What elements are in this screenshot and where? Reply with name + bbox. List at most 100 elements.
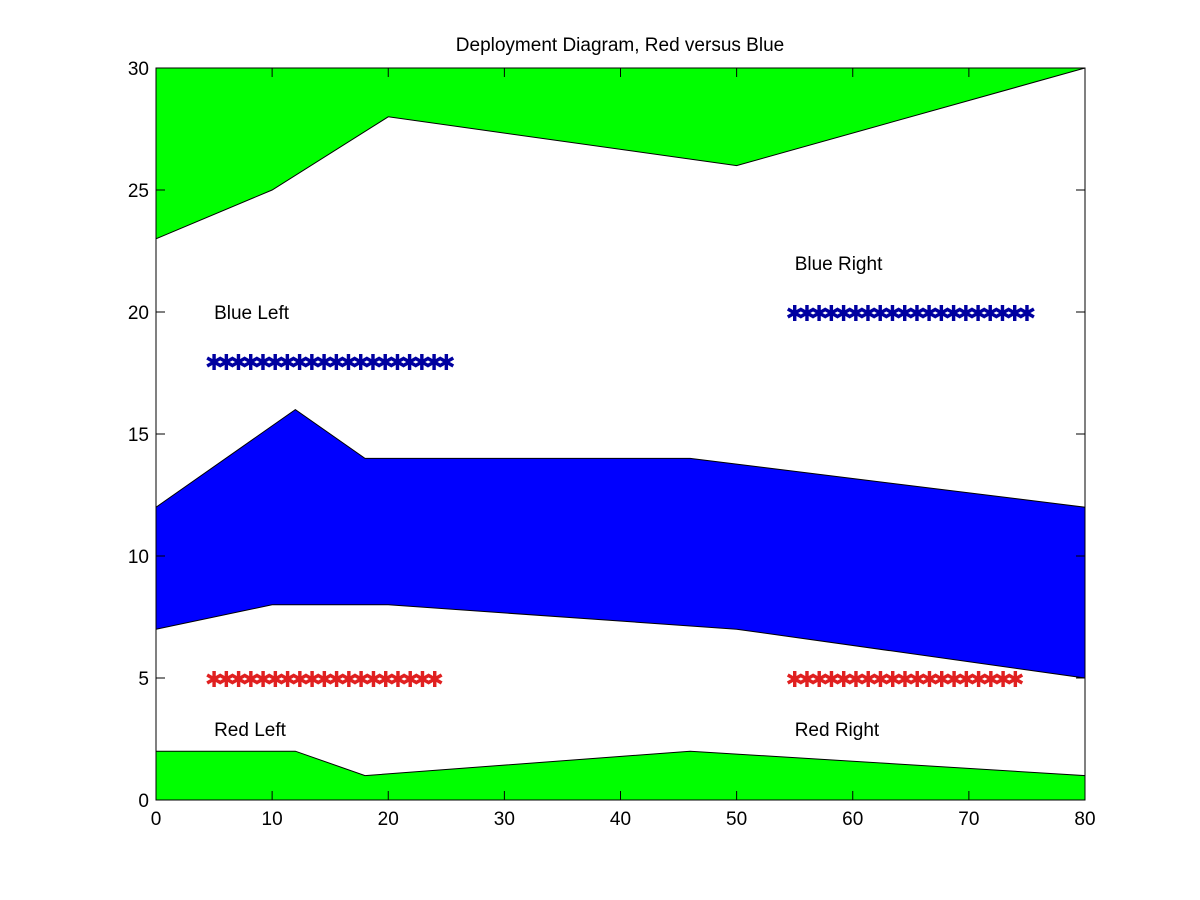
star-marker: ✱ <box>413 351 431 376</box>
star-marker: ✱ <box>884 668 902 693</box>
star-marker: ✱ <box>254 351 272 376</box>
star-marker: ✱ <box>315 668 333 693</box>
star-marker: ✱ <box>229 351 247 376</box>
star-marker: ✱ <box>217 351 235 376</box>
star-marker: ✱ <box>871 668 889 693</box>
star-marker: ✱ <box>437 351 455 376</box>
star-marker: ✱ <box>895 302 913 327</box>
star-marker: ✱ <box>981 302 999 327</box>
y-tick-label: 0 <box>138 791 149 812</box>
y-tick-label: 10 <box>128 547 149 568</box>
star-marker: ✱ <box>859 668 877 693</box>
x-tick-label: 80 <box>1074 809 1095 830</box>
star-marker: ✱ <box>278 351 296 376</box>
y-tick-label: 30 <box>128 59 149 80</box>
star-marker: ✱ <box>994 668 1012 693</box>
y-tick-label: 5 <box>138 669 149 690</box>
star-marker: ✱ <box>785 668 803 693</box>
star-marker: ✱ <box>389 668 407 693</box>
star-marker: ✱ <box>364 668 382 693</box>
annotation-label: Red Left <box>214 720 287 741</box>
star-marker: ✱ <box>834 302 852 327</box>
star-marker: ✱ <box>920 668 938 693</box>
star-marker: ✱ <box>339 351 357 376</box>
star-marker: ✱ <box>291 668 309 693</box>
star-marker: ✱ <box>993 302 1011 327</box>
star-marker: ✱ <box>364 351 382 376</box>
star-marker: ✱ <box>933 668 951 693</box>
star-marker: ✱ <box>896 668 914 693</box>
star-marker: ✱ <box>266 351 284 376</box>
annotation-label: Red Right <box>795 720 880 741</box>
star-marker: ✱ <box>982 668 1000 693</box>
star-marker: ✱ <box>425 668 443 693</box>
star-marker: ✱ <box>920 302 938 327</box>
star-marker: ✱ <box>847 668 865 693</box>
star-marker: ✱ <box>376 351 394 376</box>
star-marker: ✱ <box>217 668 235 693</box>
star-marker: ✱ <box>944 302 962 327</box>
x-tick-label: 20 <box>378 809 399 830</box>
star-marker: ✱ <box>278 668 296 693</box>
star-marker: ✱ <box>242 351 260 376</box>
star-marker: ✱ <box>205 668 223 693</box>
star-marker: ✱ <box>303 351 321 376</box>
star-marker: ✱ <box>945 668 963 693</box>
star-marker: ✱ <box>883 302 901 327</box>
star-marker: ✱ <box>798 302 816 327</box>
star-marker: ✱ <box>242 668 260 693</box>
star-marker: ✱ <box>1018 302 1036 327</box>
star-marker: ✱ <box>327 668 345 693</box>
star-marker: ✱ <box>266 668 284 693</box>
star-marker: ✱ <box>957 302 975 327</box>
x-tick-label: 10 <box>262 809 283 830</box>
star-marker: ✱ <box>327 351 345 376</box>
star-marker: ✱ <box>376 668 394 693</box>
star-marker: ✱ <box>205 351 223 376</box>
star-marker: ✱ <box>254 668 272 693</box>
star-marker: ✱ <box>847 302 865 327</box>
y-tick-label: 15 <box>128 425 149 446</box>
x-tick-label: 50 <box>726 809 747 830</box>
star-marker: ✱ <box>1005 302 1023 327</box>
x-tick-label: 0 <box>151 809 162 830</box>
chart-title: Deployment Diagram, Red versus Blue <box>456 35 784 56</box>
y-tick-label: 20 <box>128 303 149 324</box>
star-marker: ✱ <box>785 302 803 327</box>
star-marker: ✱ <box>908 668 926 693</box>
star-marker: ✱ <box>352 668 370 693</box>
star-marker: ✱ <box>425 351 443 376</box>
star-marker: ✱ <box>957 668 975 693</box>
star-marker: ✱ <box>1006 668 1024 693</box>
star-marker: ✱ <box>810 668 828 693</box>
star-marker: ✱ <box>400 351 418 376</box>
star-marker: ✱ <box>871 302 889 327</box>
annotation-label: Blue Right <box>795 254 883 275</box>
star-marker: ✱ <box>401 668 419 693</box>
star-marker: ✱ <box>413 668 431 693</box>
x-tick-label: 40 <box>610 809 631 830</box>
star-marker: ✱ <box>229 668 247 693</box>
star-marker: ✱ <box>969 302 987 327</box>
star-marker: ✱ <box>388 351 406 376</box>
x-tick-label: 30 <box>494 809 515 830</box>
star-marker: ✱ <box>969 668 987 693</box>
star-marker: ✱ <box>822 668 840 693</box>
star-marker: ✱ <box>859 302 877 327</box>
star-marker: ✱ <box>932 302 950 327</box>
star-marker: ✱ <box>810 302 828 327</box>
star-marker: ✱ <box>834 668 852 693</box>
star-marker: ✱ <box>798 668 816 693</box>
star-marker: ✱ <box>908 302 926 327</box>
annotation-label: Blue Left <box>214 303 290 324</box>
star-marker: ✱ <box>340 668 358 693</box>
x-tick-label: 70 <box>958 809 979 830</box>
star-marker: ✱ <box>822 302 840 327</box>
y-tick-label: 25 <box>128 181 149 202</box>
star-marker: ✱ <box>303 668 321 693</box>
plot-area: 0 10 20 30 40 50 60 70 80051015202530✱✱✱✱✱✱✱✱✱✱✱… <box>128 59 1096 830</box>
star-marker: ✱ <box>352 351 370 376</box>
star-marker: ✱ <box>315 351 333 376</box>
x-tick-label: 60 <box>842 809 863 830</box>
